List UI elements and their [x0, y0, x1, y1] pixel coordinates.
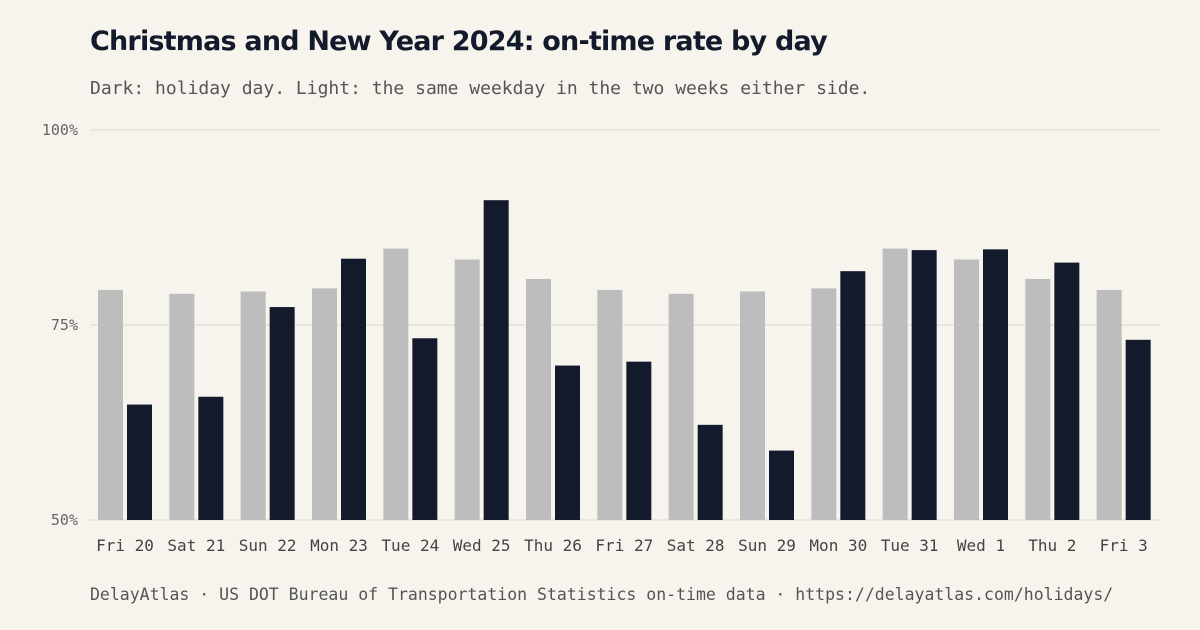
baseline-bar: [312, 288, 337, 520]
chart-title: Christmas and New Year 2024: on-time rat…: [90, 26, 828, 57]
x-tick-label: Sat 28: [667, 536, 725, 555]
chart-subtitle: Dark: holiday day. Light: the same weekd…: [90, 78, 871, 99]
holiday-bar: [840, 271, 866, 520]
x-tick-label: Wed 25: [453, 536, 511, 555]
holiday-bar: [483, 200, 509, 520]
baseline-bar: [526, 278, 551, 520]
x-tick-label: Tue 24: [381, 536, 439, 555]
holiday-bar: [555, 365, 580, 520]
source-footer: DelayAtlas · US DOT Bureau of Transporta…: [90, 585, 1114, 604]
y-tick-label: 100%: [42, 121, 78, 139]
holiday-bar: [697, 424, 723, 520]
holiday-bar: [127, 404, 152, 520]
bars: [98, 200, 1151, 520]
holiday-bar: [269, 307, 295, 520]
baseline-bar: [383, 248, 409, 520]
x-tick-label: Sun 22: [239, 536, 297, 555]
baseline-bar: [668, 293, 694, 520]
holiday-bar: [769, 450, 794, 520]
baseline-bar: [169, 293, 195, 520]
baseline-bar: [98, 289, 123, 520]
x-tick-label: Fri 27: [595, 536, 653, 555]
baseline-bar: [240, 291, 266, 520]
baseline-bar: [454, 259, 480, 520]
holiday-bar: [911, 250, 937, 520]
axis-labels: 50% 75% 100% Fri 20 Sat 21 Sun 22 Mon 23 Tue 24…: [42, 121, 1148, 555]
x-tick-label: Mon 23: [310, 536, 368, 555]
y-tick-label: 50%: [51, 511, 78, 529]
x-tick-label: Fri 3: [1100, 536, 1148, 555]
holiday-bar: [626, 361, 652, 520]
baseline-bar: [882, 248, 908, 520]
baseline-bar: [811, 288, 837, 520]
baseline-bar: [597, 289, 623, 520]
x-tick-label: Thu 26: [524, 536, 582, 555]
x-tick-label: Wed 1: [957, 536, 1005, 555]
x-tick-label: Sat 21: [167, 536, 225, 555]
holiday-bar: [1125, 339, 1151, 520]
baseline-bar: [954, 259, 979, 520]
holiday-bar: [412, 338, 438, 520]
baseline-bar: [1025, 278, 1051, 520]
holiday-bar: [1054, 262, 1080, 520]
grid-lines: [90, 129, 1160, 521]
holiday-bar: [983, 249, 1008, 520]
x-tick-label: Sun 29: [738, 536, 796, 555]
holiday-bar: [341, 258, 366, 520]
y-tick-label: 75%: [51, 316, 78, 334]
holiday-bar: [198, 396, 224, 520]
baseline-bar: [1096, 289, 1122, 520]
x-tick-label: Tue 31: [881, 536, 939, 555]
x-tick-label: Mon 30: [809, 536, 867, 555]
x-tick-label: Fri 20: [96, 536, 154, 555]
baseline-bar: [740, 291, 765, 520]
x-tick-label: Thu 2: [1028, 536, 1076, 555]
